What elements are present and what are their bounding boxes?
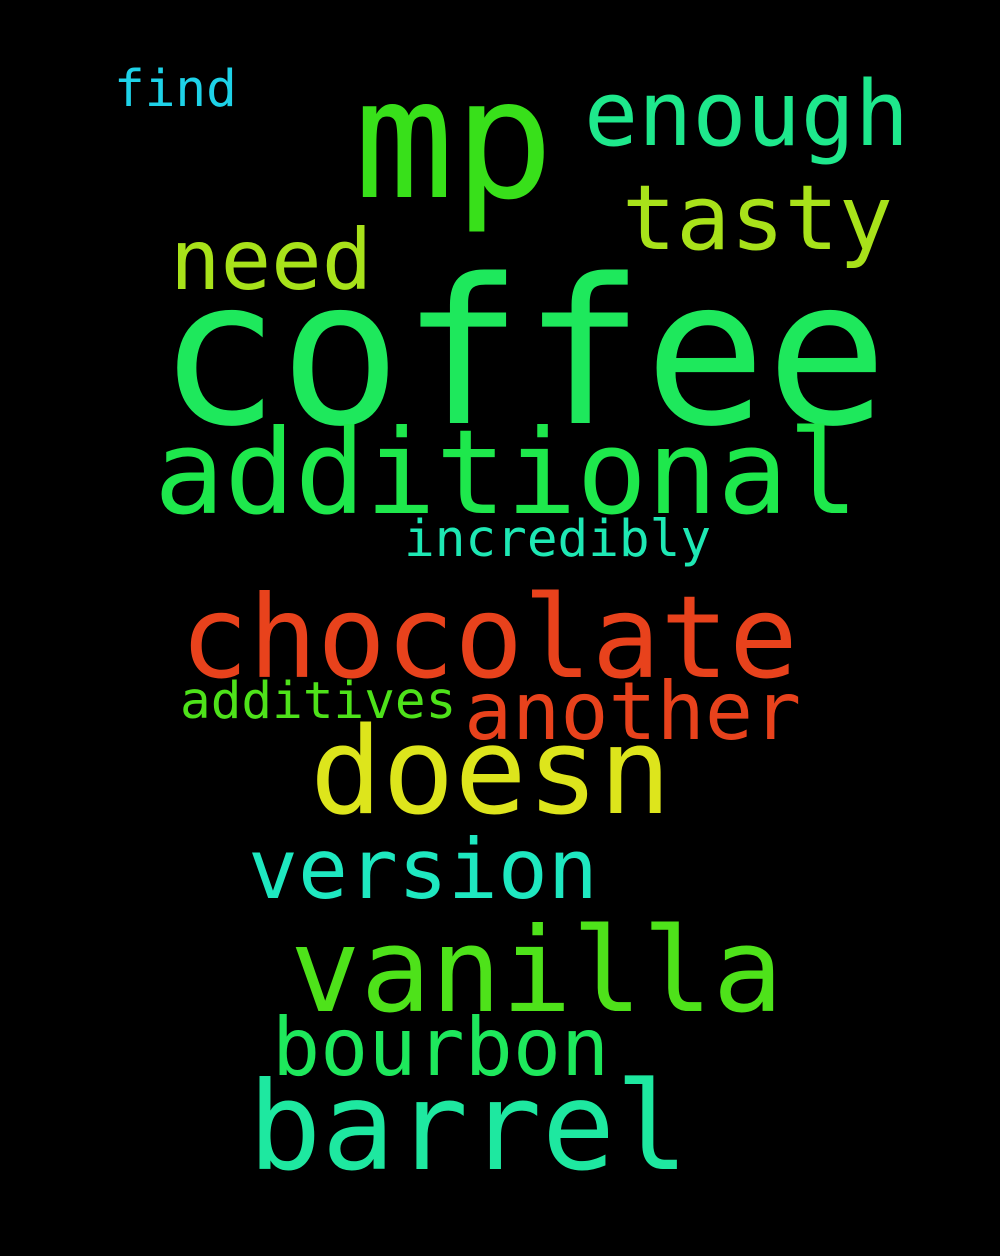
word-additional: additional [154,404,859,541]
word-need: need [170,211,373,309]
word-enough: enough [584,62,910,167]
word-doesn: doesn [310,703,672,842]
word-incredibly: incredibly [404,510,712,569]
word-chocolate: chocolate [180,571,798,704]
word-mp: mp [354,44,554,237]
word-another: another [464,665,802,758]
word-bourbon: bourbon [272,1001,610,1094]
word-barrel: barrel [248,1056,689,1198]
word-coffee: coffee [158,235,888,471]
word-find: find [114,60,237,119]
word-additives: additives [180,672,457,731]
word-tasty: tasty [622,166,893,271]
word-vanilla: vanilla [290,902,784,1039]
word-version: version [248,821,598,918]
